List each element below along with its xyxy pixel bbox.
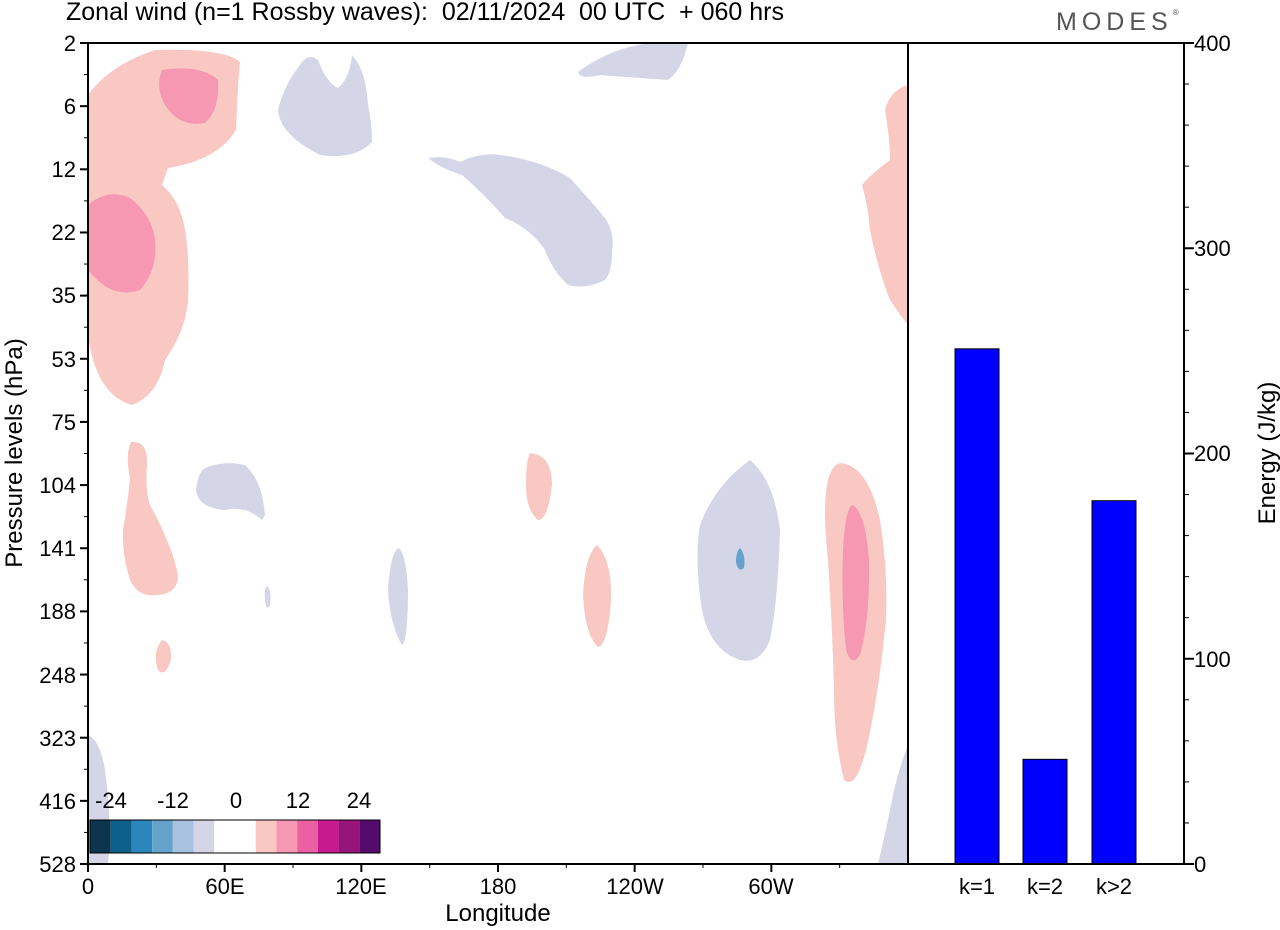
bar-category-labels: k=1 k=2 k>2 [959, 874, 1132, 899]
colorbar-swatch [193, 820, 215, 853]
positive-contour [583, 545, 612, 647]
y-tick-label: 2 [64, 31, 76, 56]
positive-contour [526, 453, 552, 520]
colorbar-swatch [297, 820, 318, 853]
logo-text: MODES [1056, 8, 1173, 36]
y-tick-label: 141 [39, 536, 76, 561]
colorbar-label: 24 [347, 788, 371, 813]
x-tick-label: 180 [480, 874, 517, 899]
energy-axis-title: Energy (J/kg) [1254, 382, 1280, 525]
colorbar-swatch [152, 820, 173, 853]
pressure-axis: 2 6 12 22 35 53 75 104 141 188 248 323 4… [39, 31, 76, 877]
positive-contour [862, 85, 908, 325]
colorbar-swatch [214, 820, 235, 853]
colorbar-swatch [317, 820, 339, 853]
chart-title: Zonal wind (n=1 Rossby waves): 02/11/202… [66, 0, 784, 26]
colorbar-label: 0 [230, 788, 242, 813]
energy-bar [954, 348, 1000, 865]
bar-panel-frame [907, 42, 1185, 865]
y-tick-label: 12 [52, 157, 76, 182]
colorbar-label: -12 [157, 788, 189, 813]
y-tick-label: 248 [39, 663, 76, 688]
negative-contour [264, 586, 271, 608]
colorbar-swatch [235, 820, 256, 853]
negative-contour [578, 43, 688, 80]
positive-contour [155, 640, 172, 673]
colorbar-swatch [338, 820, 360, 853]
colorbar-swatch [110, 820, 132, 853]
energy-bars [954, 348, 1137, 865]
y-tick-label: 323 [39, 726, 76, 751]
modes-logo: MODES® [1056, 8, 1179, 37]
x-tick-label: 0 [82, 874, 94, 899]
negative-contour [736, 548, 745, 570]
negative-contour [278, 55, 372, 157]
negative-contour [388, 548, 408, 645]
x-axis-title: Longitude [445, 900, 550, 927]
bar-category-label: k=2 [1027, 874, 1063, 899]
energy-tick-label: 0 [1194, 852, 1206, 877]
energy-tick-label: 400 [1194, 31, 1231, 56]
energy-bar [1091, 500, 1137, 865]
bar-category-label: k>2 [1096, 874, 1132, 899]
negative-contour [196, 463, 265, 520]
negative-contour [878, 745, 908, 864]
y-tick-label: 188 [39, 599, 76, 624]
positive-contour [122, 441, 178, 596]
positive-contour [88, 194, 156, 293]
positive-contour [88, 49, 240, 405]
energy-tick-marks [1184, 42, 1194, 865]
colorbar-swatch [255, 820, 277, 853]
positive-contour [159, 68, 219, 124]
colorbar-labels: -24 -12 0 12 24 [95, 788, 371, 813]
wind-contour-field [88, 43, 908, 864]
positive-contour [842, 505, 870, 661]
y-tick-label: 104 [39, 473, 76, 498]
longitude-axis: 0 60E 120E 180 120W 60W [82, 874, 794, 899]
colorbar-label: 12 [286, 788, 310, 813]
colorbar-swatch [90, 820, 111, 853]
colorbar-swatch [359, 820, 380, 853]
negative-contour [428, 154, 613, 287]
colorbar-swatch [276, 820, 298, 853]
colorbar-swatch [131, 820, 153, 853]
energy-tick-label: 200 [1194, 441, 1231, 466]
energy-bar [1022, 758, 1068, 865]
y-tick-label: 35 [52, 283, 76, 308]
y-tick-label: 528 [39, 852, 76, 877]
y-axis-title: Pressure levels (hPa) [1, 338, 28, 567]
y-tick-label: 53 [52, 347, 76, 372]
y-tick-label: 75 [52, 410, 76, 435]
bar-category-label: k=1 [959, 874, 995, 899]
energy-tick-label: 100 [1194, 647, 1231, 672]
colorbar [89, 819, 381, 854]
y-tick-label: 22 [52, 220, 76, 245]
x-tick-label: 60E [205, 874, 244, 899]
y-tick-label: 416 [39, 789, 76, 814]
colorbar-swatch [172, 820, 194, 853]
logo-registered-mark: ® [1172, 8, 1179, 17]
colorbar-label: -24 [95, 788, 127, 813]
y-tick-label: 6 [64, 94, 76, 119]
x-tick-label: 120W [606, 874, 664, 899]
colorbar-frame [89, 819, 381, 854]
x-tick-label: 120E [335, 874, 386, 899]
x-tick-label: 60W [748, 874, 793, 899]
pressure-tick-marks [80, 42, 88, 865]
energy-axis: 0 100 200 300 400 [1194, 31, 1231, 877]
longitude-tick-marks [87, 864, 841, 872]
energy-tick-label: 300 [1194, 236, 1231, 261]
